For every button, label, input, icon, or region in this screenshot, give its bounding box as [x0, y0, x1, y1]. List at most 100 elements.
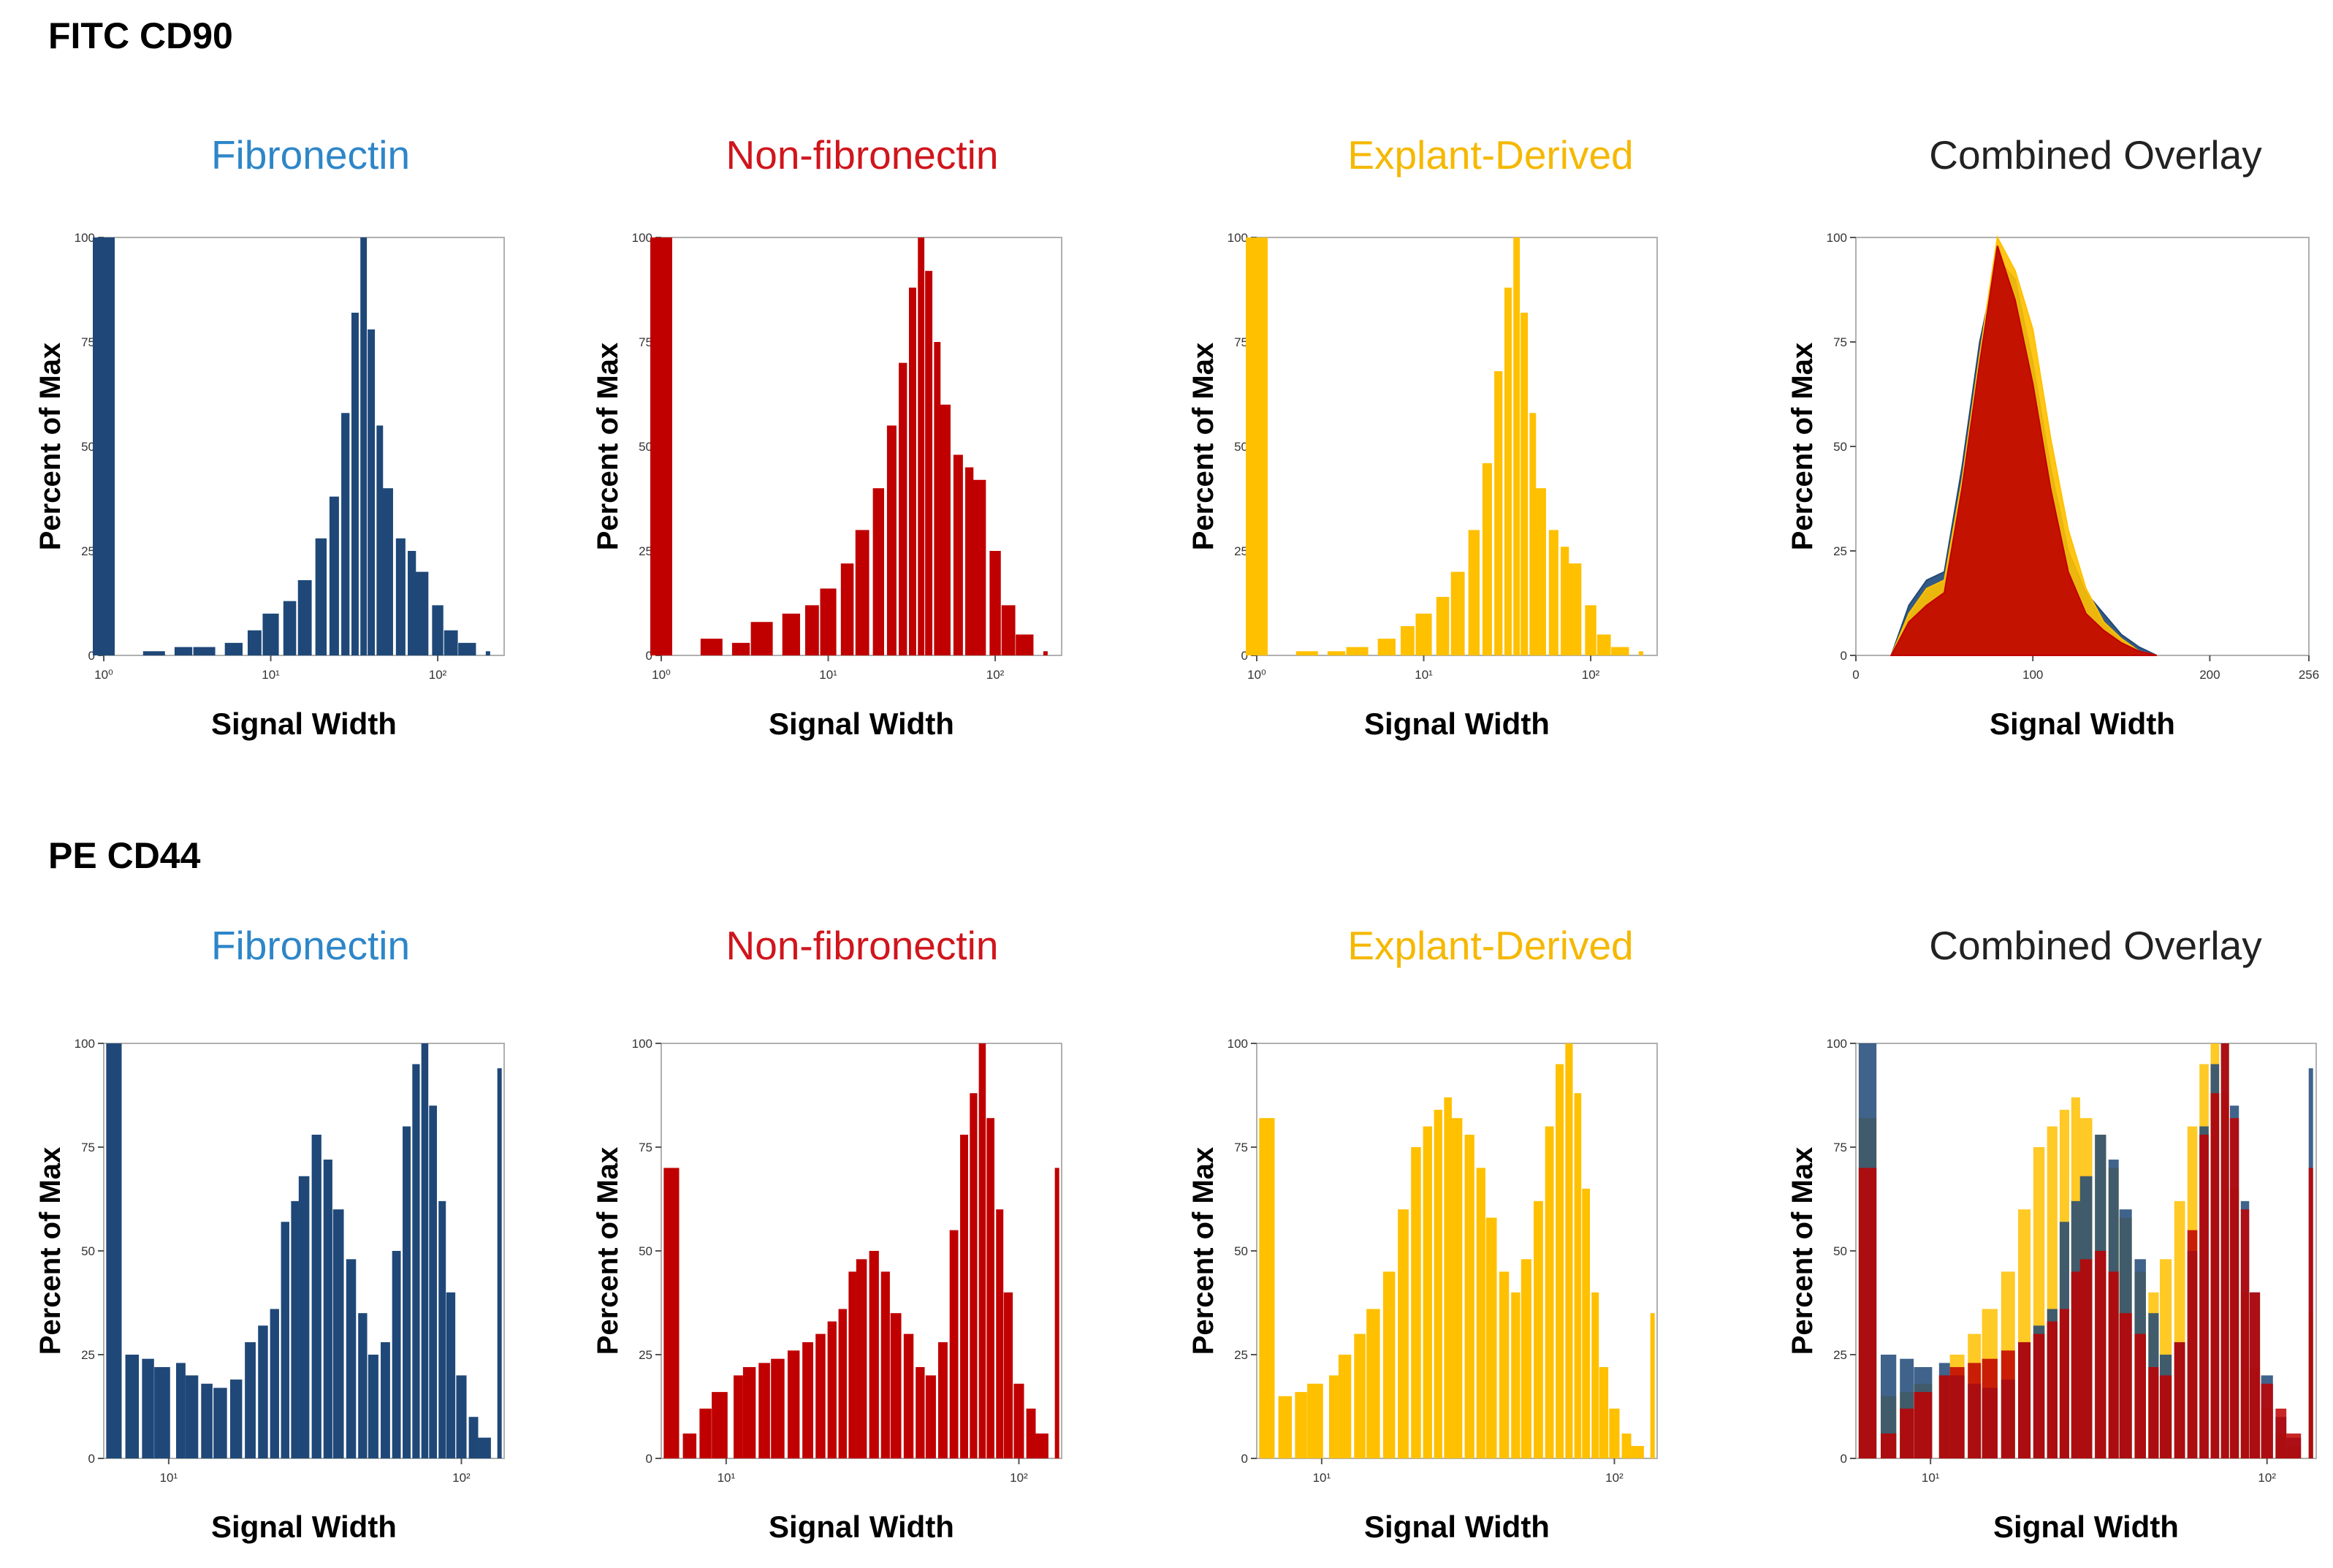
- histogram-bar: [329, 496, 339, 655]
- x-axis-label-pe-cd44-fibronectin: Signal Width: [211, 1510, 397, 1544]
- histogram-bar: [125, 1355, 140, 1458]
- histogram-bar: [909, 287, 916, 655]
- x-tick-label: 10²: [1605, 1471, 1624, 1485]
- x-axis-label-pe-cd44-explant-derived: Signal Width: [1364, 1510, 1550, 1544]
- histogram-bar: [1366, 1309, 1380, 1458]
- y-tick-label: 50: [1234, 440, 1248, 454]
- y-tick-label: 0: [646, 649, 652, 663]
- histogram-bar: [2229, 1118, 2239, 1458]
- histogram-bar: [1338, 1355, 1352, 1458]
- histogram-bar: [804, 605, 819, 655]
- series-0: [1259, 1043, 1655, 1458]
- histogram-bar: [1513, 237, 1521, 655]
- histogram-bar: [1026, 1408, 1036, 1458]
- y-tick-label: 50: [1234, 1244, 1248, 1258]
- series-0: [106, 1043, 502, 1458]
- histogram-bar: [346, 1259, 357, 1458]
- histogram-bar: [938, 1341, 948, 1458]
- histogram-bar: [395, 538, 406, 655]
- histogram-bar: [2308, 1168, 2313, 1458]
- y-tick-label: 25: [1833, 1348, 1847, 1362]
- x-tick-label: 10¹: [1922, 1471, 1940, 1485]
- histogram-bar: [2249, 1292, 2261, 1458]
- histogram-bar: [1548, 530, 1558, 655]
- histogram-bar: [485, 651, 490, 655]
- plot-pe-cd44-explant-derived: 0 25 50 75 100 10¹ 10²: [1228, 1037, 1658, 1485]
- x-tick-label: 10⁰: [94, 668, 113, 682]
- histogram-bar: [939, 404, 951, 655]
- histogram-bar: [154, 1367, 170, 1458]
- x-axis-label-fitc-cd90-explant-derived: Signal Width: [1364, 707, 1550, 741]
- histogram-bar: [1914, 1392, 1933, 1458]
- x-tick-label: 10²: [1582, 668, 1600, 682]
- histogram-bar: [1567, 563, 1582, 655]
- x-tick-label: 256: [2299, 668, 2319, 682]
- plot-fitc-cd90-fibronectin: 0 25 50 75 100 10⁰ 10¹ 10²: [75, 231, 505, 682]
- y-tick-label: 25: [1234, 544, 1248, 558]
- histogram-bar: [1561, 547, 1569, 655]
- histogram-bar: [1400, 625, 1415, 655]
- x-tick-label: 100: [2022, 668, 2043, 682]
- x-tick-label: 10¹: [718, 1471, 736, 1485]
- y-tick-label: 100: [75, 1037, 95, 1051]
- histogram-bar: [446, 1292, 456, 1458]
- y-tick-label: 75: [1234, 1141, 1248, 1154]
- histogram-bar: [2261, 1383, 2273, 1458]
- histogram-bar: [2108, 1271, 2119, 1458]
- histogram-bar: [1900, 1408, 1914, 1458]
- y-tick-label: 50: [639, 1244, 652, 1258]
- histogram-bar: [978, 1043, 986, 1458]
- histogram-bar: [2210, 1093, 2220, 1458]
- x-axis-label-fitc-cd90-fibronectin: Signal Width: [211, 707, 397, 741]
- plot-pe-cd44-non-fibronectin: 0 25 50 75 100 10¹ 10²: [632, 1037, 1062, 1485]
- histogram-bar: [1016, 634, 1034, 655]
- histogram-bar: [438, 1200, 446, 1458]
- histogram-bar: [972, 479, 986, 655]
- histogram-bar: [298, 1176, 310, 1458]
- histogram-bar: [291, 1200, 299, 1458]
- histogram-bar: [429, 1105, 437, 1458]
- histogram-bar: [421, 1043, 429, 1458]
- histogram-bar: [840, 563, 854, 655]
- series-0: [650, 237, 1048, 655]
- histogram-bar: [1415, 613, 1432, 655]
- histogram-bar: [1054, 1168, 1059, 1458]
- histogram-bar: [899, 362, 907, 655]
- y-tick-label: 50: [1833, 1244, 1847, 1258]
- histogram-bar: [953, 454, 963, 655]
- histogram-bar: [1511, 1292, 1521, 1458]
- y-tick-label: 0: [1841, 1452, 1847, 1466]
- histogram-bar: [1858, 1168, 1877, 1458]
- y-tick-label: 25: [1833, 544, 1847, 558]
- histogram-bar: [1545, 1126, 1554, 1458]
- histogram-bar: [1485, 1217, 1497, 1458]
- histogram-bar: [925, 270, 933, 655]
- histogram-bar: [1529, 413, 1537, 655]
- panel-title-fitc-cd90-combined-overlay: Combined Overlay: [1929, 132, 2262, 178]
- histogram-bar: [880, 1271, 890, 1458]
- histogram-bar: [1880, 1355, 1897, 1458]
- x-axis-label-pe-cd44-non-fibronectin: Signal Width: [769, 1510, 954, 1544]
- x-tick-label: 10²: [429, 668, 447, 682]
- histogram-bar: [820, 588, 837, 655]
- histogram-bar: [2033, 1333, 2045, 1458]
- x-tick-label: 10⁰: [652, 668, 671, 682]
- y-tick-label: 0: [1241, 1452, 1248, 1466]
- y-tick-label: 100: [75, 231, 95, 245]
- histogram-bar: [2134, 1333, 2146, 1458]
- histogram-bar: [414, 571, 429, 655]
- y-tick-label: 25: [1234, 1348, 1248, 1362]
- histogram-bar: [408, 551, 416, 655]
- histogram-bar: [1354, 1333, 1366, 1458]
- panel-title-fitc-cd90-fibronectin: Fibronectin: [210, 132, 411, 178]
- series-2: [1858, 1043, 2313, 1458]
- histogram-bar: [142, 1358, 154, 1458]
- histogram-bar: [213, 1388, 227, 1458]
- histogram-bar: [1464, 1134, 1474, 1458]
- x-tick-label: 10²: [1010, 1471, 1028, 1485]
- section-title-fitc-cd90: FITC CD90: [48, 15, 233, 56]
- section-title-pe-cd44: PE CD44: [48, 835, 201, 876]
- histogram-bar: [802, 1341, 813, 1458]
- histogram-bar: [855, 530, 869, 655]
- histogram-bar: [886, 425, 897, 655]
